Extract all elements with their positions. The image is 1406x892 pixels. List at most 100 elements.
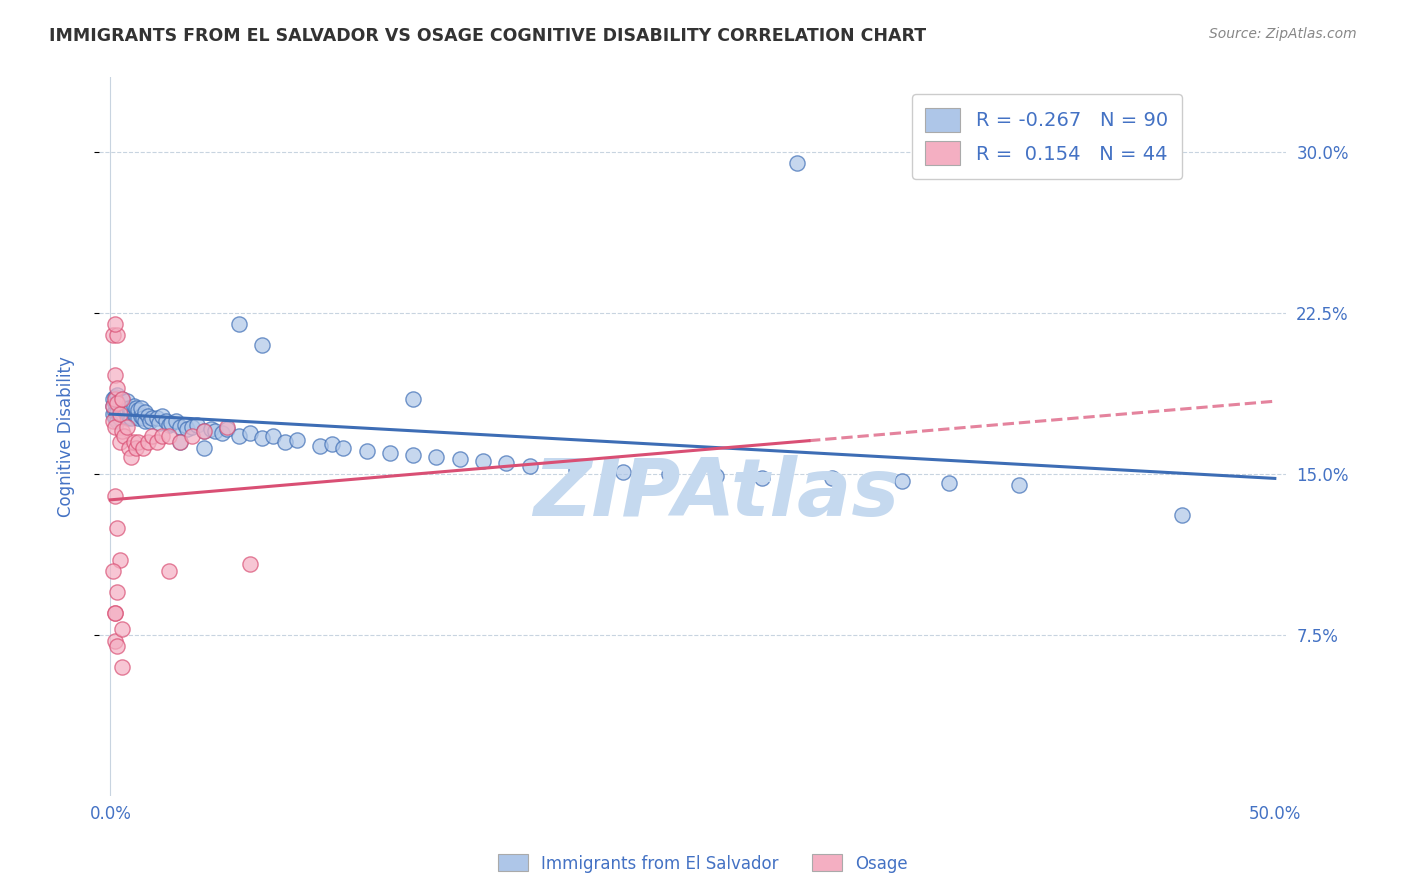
Point <box>704 469 727 483</box>
Point <box>472 454 495 468</box>
Point <box>118 401 141 415</box>
Point <box>127 411 149 425</box>
Point <box>181 420 204 434</box>
Point <box>104 607 127 621</box>
Point <box>111 392 134 406</box>
Point <box>160 416 183 430</box>
Point <box>215 422 238 436</box>
Point <box>176 422 198 436</box>
Point <box>193 442 215 456</box>
Point <box>250 431 273 445</box>
Point <box>115 394 138 409</box>
Point <box>211 426 233 441</box>
Point <box>122 434 145 449</box>
Point <box>1008 478 1031 492</box>
Point <box>107 327 129 342</box>
Point <box>891 474 914 488</box>
Point <box>104 634 127 648</box>
Point <box>108 394 131 409</box>
Point <box>104 405 127 419</box>
Point <box>111 660 134 674</box>
Point <box>155 413 177 427</box>
Point <box>115 420 138 434</box>
Point <box>150 409 173 424</box>
Point <box>101 392 124 406</box>
Point <box>125 409 148 424</box>
Point <box>108 407 131 421</box>
Point <box>821 471 844 485</box>
Text: ZIPAtlas: ZIPAtlas <box>533 455 900 533</box>
Point <box>250 338 273 352</box>
Point <box>112 409 135 424</box>
Point <box>101 413 124 427</box>
Point <box>146 411 169 425</box>
Point <box>141 428 163 442</box>
Point <box>378 445 401 459</box>
Point <box>101 399 124 413</box>
Point <box>200 422 222 436</box>
Point <box>174 417 197 432</box>
Point <box>136 409 159 424</box>
Point <box>107 585 129 599</box>
Point <box>134 413 156 427</box>
Point <box>104 390 127 404</box>
Point <box>111 401 134 415</box>
Point <box>108 402 131 417</box>
Point <box>146 434 169 449</box>
Point <box>274 434 297 449</box>
Point <box>125 442 148 456</box>
Point <box>139 413 162 427</box>
Point <box>786 156 808 170</box>
Y-axis label: Cognitive Disability: Cognitive Disability <box>58 356 75 517</box>
Point <box>111 424 134 438</box>
Point <box>107 396 129 410</box>
Point <box>157 417 180 432</box>
Point <box>239 557 262 571</box>
Point <box>107 521 129 535</box>
Point <box>115 402 138 417</box>
Point <box>107 396 129 410</box>
Point <box>120 402 142 417</box>
Point <box>104 368 127 383</box>
Point <box>107 413 129 427</box>
Point <box>321 437 343 451</box>
Point <box>228 428 250 442</box>
Point <box>107 388 129 402</box>
Point <box>165 413 187 427</box>
Point <box>120 411 142 425</box>
Point <box>104 396 127 410</box>
Point <box>122 399 145 413</box>
Legend: Immigrants from El Salvador, Osage: Immigrants from El Salvador, Osage <box>491 847 915 880</box>
Point <box>136 434 159 449</box>
Point <box>104 317 127 331</box>
Point <box>127 434 149 449</box>
Point <box>132 411 155 425</box>
Point <box>658 467 681 482</box>
Point <box>186 417 208 432</box>
Point <box>402 448 425 462</box>
Point <box>332 442 354 456</box>
Point <box>118 409 141 424</box>
Point <box>112 428 135 442</box>
Point <box>157 564 180 578</box>
Point <box>356 443 378 458</box>
Point <box>120 450 142 464</box>
Point <box>115 411 138 425</box>
Point <box>157 428 180 442</box>
Point <box>108 411 131 425</box>
Point <box>104 489 127 503</box>
Text: IMMIGRANTS FROM EL SALVADOR VS OSAGE COGNITIVE DISABILITY CORRELATION CHART: IMMIGRANTS FROM EL SALVADOR VS OSAGE COG… <box>49 27 927 45</box>
Point <box>193 424 215 438</box>
Point <box>104 420 127 434</box>
Point <box>309 439 332 453</box>
Point <box>101 407 124 421</box>
Point <box>1170 508 1192 522</box>
Point <box>132 442 155 456</box>
Point <box>111 622 134 636</box>
Point <box>122 407 145 421</box>
Point <box>169 420 191 434</box>
Point <box>239 426 262 441</box>
Point <box>215 420 238 434</box>
Point <box>148 416 170 430</box>
Point <box>101 399 124 413</box>
